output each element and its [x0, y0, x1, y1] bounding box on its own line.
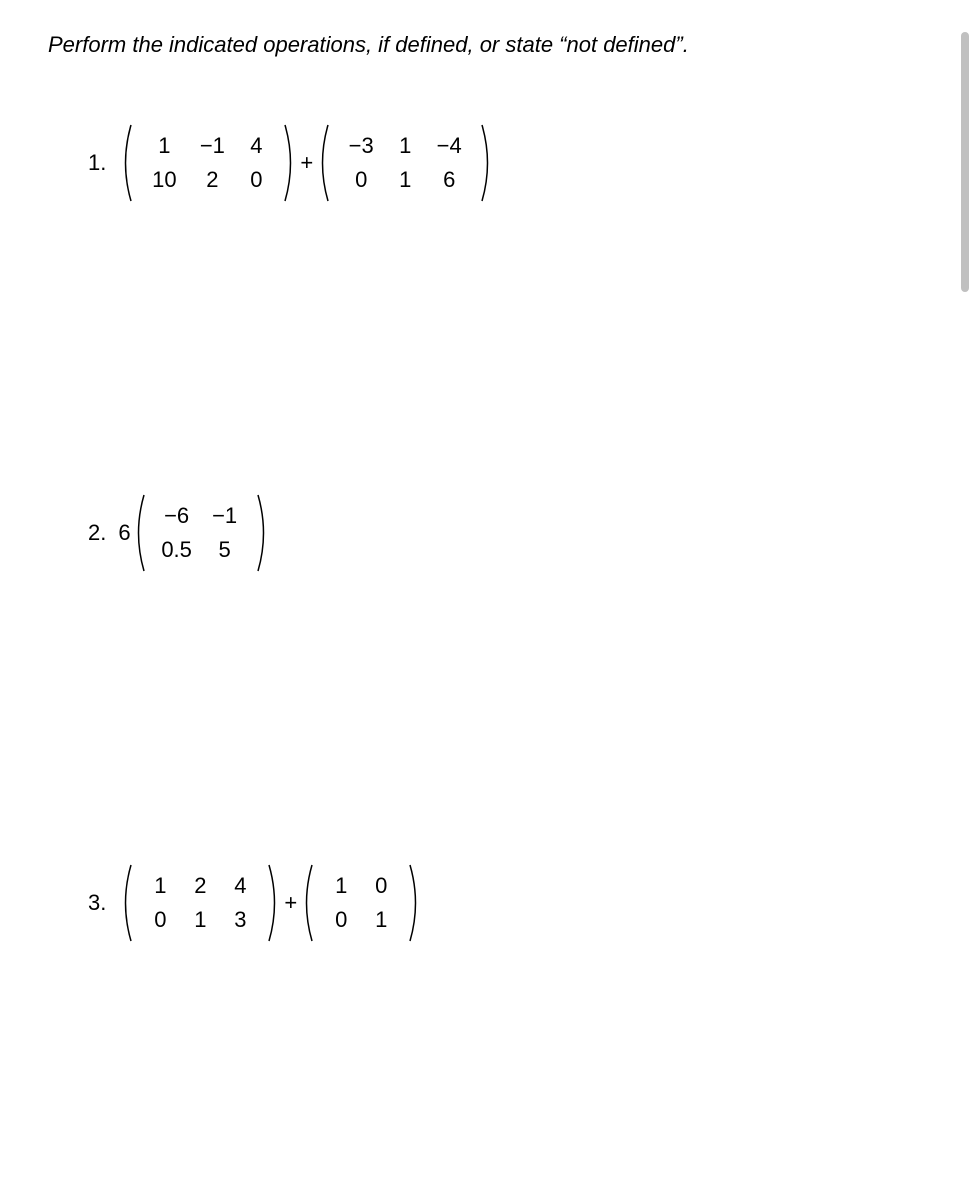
cell: −1 [188, 129, 236, 163]
cell: −1 [201, 499, 249, 533]
cell: 0 [337, 163, 385, 197]
matrix-cells: −3 1 −4 0 1 6 [331, 123, 479, 203]
cell: 0 [321, 903, 361, 937]
matrix-a: 1 −1 4 10 2 0 [118, 123, 298, 203]
left-paren-icon [118, 863, 134, 943]
cell: 10 [140, 163, 188, 197]
problem-2: 2. 6 −6 −1 0.5 5 [88, 488, 921, 578]
expression: 1 2 4 0 1 3 + 1 0 [118, 863, 423, 943]
matrix-cells: −6 −1 0.5 5 [147, 493, 255, 573]
left-paren-icon [315, 123, 331, 203]
operator-plus: + [284, 890, 297, 916]
cell: 0 [140, 903, 180, 937]
cell: 0 [236, 163, 276, 197]
expression: 6 −6 −1 0.5 5 [118, 493, 270, 573]
cell: 5 [201, 533, 249, 567]
right-paren-icon [407, 863, 423, 943]
scrollbar-thumb[interactable] [961, 32, 969, 292]
cell: 1 [140, 129, 188, 163]
cell: 4 [236, 129, 276, 163]
left-paren-icon [131, 493, 147, 573]
cell: 2 [180, 869, 220, 903]
cell: −6 [153, 499, 201, 533]
right-paren-icon [282, 123, 298, 203]
right-paren-icon [266, 863, 282, 943]
problem-number: 2. [88, 520, 106, 546]
matrix-a: 1 2 4 0 1 3 [118, 863, 282, 943]
operator-plus: + [300, 150, 313, 176]
right-paren-icon [479, 123, 495, 203]
cell: 1 [180, 903, 220, 937]
instruction-text: Perform the indicated operations, if def… [48, 32, 921, 58]
left-paren-icon [299, 863, 315, 943]
matrix-b: 1 0 0 1 [299, 863, 423, 943]
matrix-cells: 1 0 0 1 [315, 863, 407, 943]
problem-number: 3. [88, 890, 106, 916]
matrix-b: −3 1 −4 0 1 6 [315, 123, 495, 203]
problem-1: 1. 1 −1 4 10 2 0 + [88, 118, 921, 208]
cell: −3 [337, 129, 385, 163]
matrix: −6 −1 0.5 5 [131, 493, 271, 573]
cell: 1 [321, 869, 361, 903]
cell: 6 [425, 163, 473, 197]
left-paren-icon [118, 123, 134, 203]
cell: 2 [188, 163, 236, 197]
cell: 4 [220, 869, 260, 903]
cell: 3 [220, 903, 260, 937]
cell: 1 [361, 903, 401, 937]
cell: 0 [361, 869, 401, 903]
cell: 1 [385, 163, 425, 197]
cell: 1 [385, 129, 425, 163]
expression: 1 −1 4 10 2 0 + −3 1 [118, 123, 495, 203]
matrix-cells: 1 −1 4 10 2 0 [134, 123, 282, 203]
problem-number: 1. [88, 150, 106, 176]
cell: 0.5 [153, 533, 201, 567]
scalar-value: 6 [118, 520, 130, 546]
cell: 1 [140, 869, 180, 903]
problem-3: 3. 1 2 4 0 1 3 + [88, 858, 921, 948]
matrix-cells: 1 2 4 0 1 3 [134, 863, 266, 943]
right-paren-icon [255, 493, 271, 573]
cell: −4 [425, 129, 473, 163]
